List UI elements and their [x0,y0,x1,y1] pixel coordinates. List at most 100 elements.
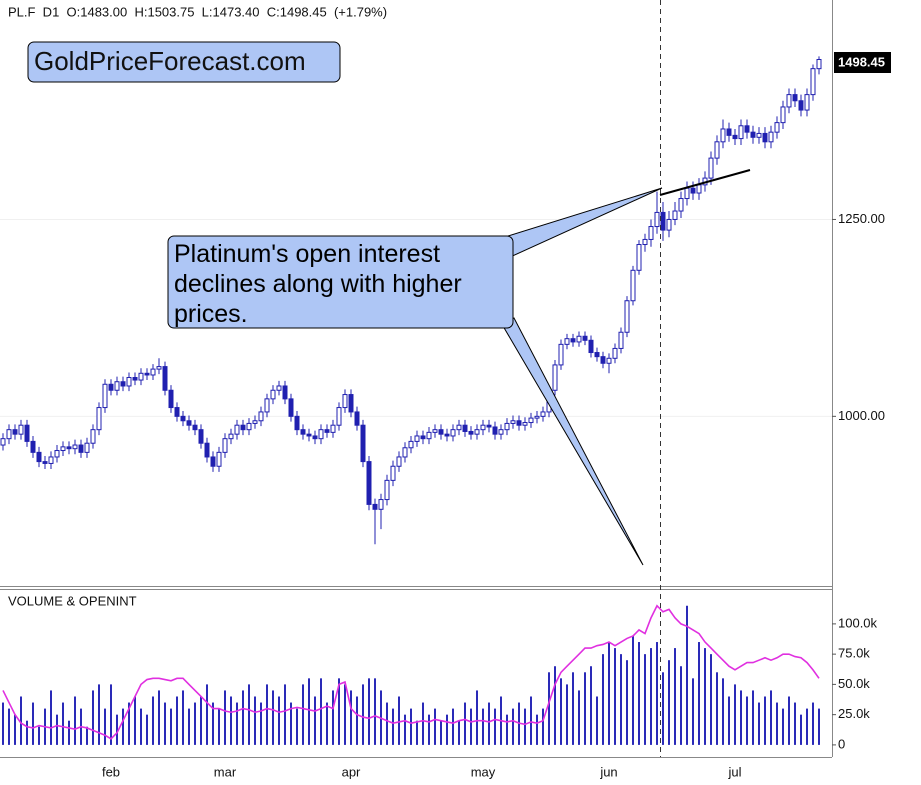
candle-body [720,128,726,143]
candle-body [408,440,414,449]
candle-body [414,435,420,442]
candle-body [732,134,738,140]
candle-body [84,442,90,453]
candle-body [390,465,396,481]
candle-body [552,364,558,391]
candle-body [372,503,378,510]
candle-body [480,424,486,431]
candle-body [282,385,288,400]
candle-body [462,424,468,432]
candle-body [6,429,12,440]
candle-body [342,394,348,409]
candle-body [42,461,48,464]
candle-body [378,499,384,510]
candle-body [690,187,696,194]
candle-body [726,128,732,136]
candle-body [678,198,684,212]
candle-body [426,431,432,440]
candle-body [744,125,750,133]
candle-body [60,446,66,452]
candle-body [162,366,168,391]
candle-body [816,59,822,70]
candle-body [474,429,480,435]
candle-body [126,377,132,387]
y-tick-label: 100.0k [838,615,878,630]
watermark: GoldPriceForecast.com [34,46,306,76]
candle-body [348,394,354,413]
candle-body [804,94,810,111]
candle-body [768,131,774,143]
candle-body [798,100,804,111]
y-tick-label: 50.0k [838,676,870,691]
candle-body [186,420,192,426]
candle-body [24,424,30,442]
candle-body [156,366,162,370]
x-tick-label: jun [599,764,617,779]
candle-body [132,377,138,381]
candle-body [402,447,408,458]
candle-body [684,187,690,200]
trend-line [659,169,751,196]
candle-body [174,407,180,417]
candle-body [582,335,588,341]
candle-body [12,429,18,435]
candle-body [396,456,402,467]
candle-body [270,389,276,400]
candle-body [780,106,786,124]
watermark-box [27,41,341,83]
callout-box [167,235,514,329]
candle-body [618,331,624,349]
candle-body [216,451,222,467]
candle-body [120,381,126,387]
candle-body [204,442,210,458]
candle-body [138,372,144,381]
candle-body [72,444,78,450]
candle-body [306,433,312,437]
candle-body [672,210,678,220]
candle-body [708,157,714,179]
candle-body [774,122,780,133]
candle-body [564,338,570,345]
candle-body [150,368,156,376]
x-tick-label: may [471,764,496,779]
candle-body [276,385,282,391]
candle-body [594,352,600,358]
x-tick-label: mar [214,764,237,779]
candle-body [468,430,474,435]
candle-body [444,433,450,437]
candle-body [210,456,216,467]
x-tick-label: apr [342,764,361,779]
candle-body [66,446,72,450]
candle-body [492,426,498,435]
candle-body [0,438,6,446]
candle-body [294,415,300,431]
candle-body [750,131,756,138]
x-tick-label: feb [102,764,120,779]
candle-body [648,226,654,240]
candle-body [660,211,666,231]
candle-body [588,339,594,354]
candle-body [36,451,42,463]
candle-body [642,238,648,246]
candle-body [432,429,438,433]
candle-body [96,407,102,431]
candle-body [540,411,546,417]
candle-body [114,381,120,391]
candle-body [336,407,342,426]
candle-body [696,184,702,194]
candle-body [576,335,582,343]
candle-body [420,435,426,440]
candle-body [534,415,540,419]
pane-title: VOLUME & OPENINT [8,593,137,608]
candle-body [504,422,510,431]
candle-body [630,269,636,302]
candle-body [516,420,522,426]
candle-body [714,141,720,159]
candle-body [738,125,744,140]
candle-body [522,422,528,426]
y-tick-label: 75.0k [838,646,870,661]
y-tick-label: 0 [838,736,845,751]
candle-body [198,429,204,444]
